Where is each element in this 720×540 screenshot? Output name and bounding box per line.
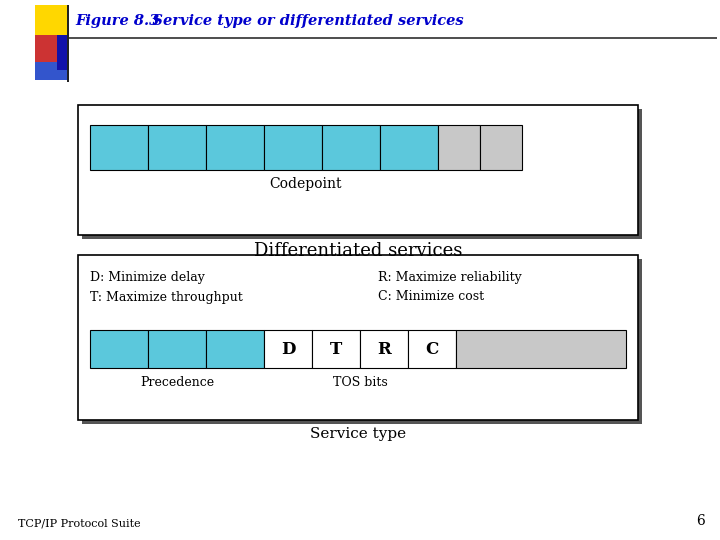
Bar bbox=[35, 60, 67, 80]
Bar bbox=[264, 125, 322, 170]
Bar bbox=[90, 125, 148, 170]
Bar bbox=[78, 105, 638, 235]
Bar bbox=[35, 35, 57, 62]
Bar bbox=[57, 35, 67, 70]
Bar bbox=[148, 330, 206, 368]
Text: C: C bbox=[426, 341, 438, 357]
Text: T: T bbox=[330, 341, 342, 357]
Text: Service type or differentiated services: Service type or differentiated services bbox=[137, 14, 464, 28]
Bar bbox=[456, 330, 626, 368]
Text: Figure 8.3: Figure 8.3 bbox=[75, 14, 159, 28]
Bar bbox=[82, 109, 642, 239]
Bar bbox=[312, 330, 360, 368]
Bar bbox=[78, 255, 638, 420]
Bar bbox=[206, 330, 264, 368]
Bar bbox=[67, 5, 69, 82]
Text: Codepoint: Codepoint bbox=[270, 177, 342, 191]
Bar bbox=[408, 330, 456, 368]
Bar bbox=[322, 125, 380, 170]
Text: Service type: Service type bbox=[310, 427, 406, 441]
Bar bbox=[360, 330, 408, 368]
Bar bbox=[380, 125, 438, 170]
Text: TOS bits: TOS bits bbox=[333, 375, 387, 388]
Bar bbox=[264, 330, 312, 368]
Bar bbox=[148, 125, 206, 170]
Bar bbox=[206, 125, 264, 170]
Text: Precedence: Precedence bbox=[140, 375, 214, 388]
Text: 6: 6 bbox=[696, 514, 705, 528]
Text: D: Minimize delay: D: Minimize delay bbox=[90, 271, 205, 284]
Bar bbox=[35, 5, 67, 35]
Text: Differentiated services: Differentiated services bbox=[254, 242, 462, 260]
Bar bbox=[480, 125, 522, 170]
Bar bbox=[438, 125, 480, 170]
Text: TCP/IP Protocol Suite: TCP/IP Protocol Suite bbox=[18, 518, 140, 528]
Text: C: Minimize cost: C: Minimize cost bbox=[378, 291, 484, 303]
Bar bbox=[82, 259, 642, 424]
Bar bbox=[67, 37, 717, 39]
Text: D: D bbox=[281, 341, 295, 357]
Text: R: Maximize reliability: R: Maximize reliability bbox=[378, 271, 522, 284]
Text: T: Maximize throughput: T: Maximize throughput bbox=[90, 291, 243, 303]
Bar bbox=[90, 330, 148, 368]
Text: R: R bbox=[377, 341, 391, 357]
